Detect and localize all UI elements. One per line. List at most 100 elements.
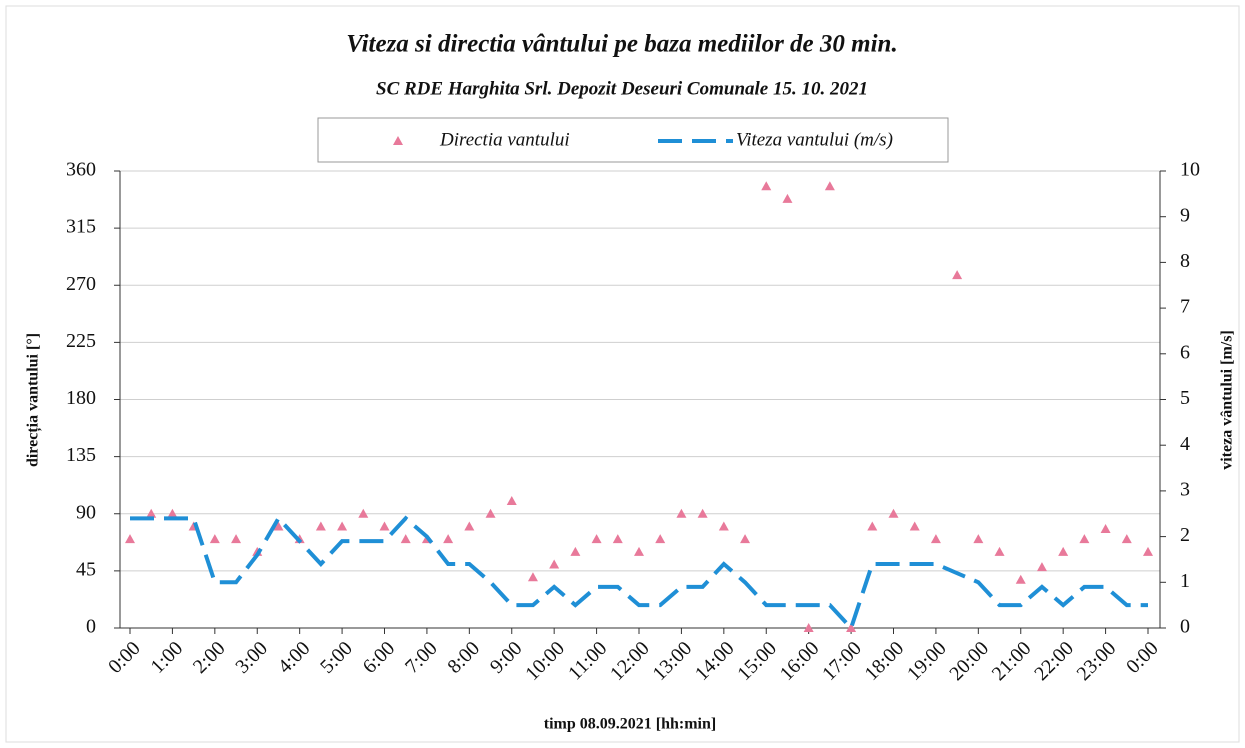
point bbox=[909, 521, 920, 531]
chart-title: Viteza si directia vântului pe baza medi… bbox=[346, 31, 897, 58]
point bbox=[125, 534, 135, 544]
x-tick-label: 15:00 bbox=[733, 637, 781, 685]
y2-tick-label: 9 bbox=[1180, 204, 1190, 226]
y2-tick-label: 6 bbox=[1180, 341, 1190, 363]
x-tick-label: 1:00 bbox=[146, 637, 187, 678]
x-tick-label: 4:00 bbox=[274, 637, 315, 678]
legend-label: Directia vantului bbox=[439, 129, 570, 150]
y-tick-label: 0 bbox=[86, 616, 96, 638]
point bbox=[485, 508, 496, 518]
x-tick-label: 3:00 bbox=[231, 637, 272, 678]
point bbox=[973, 534, 984, 544]
point bbox=[400, 534, 411, 544]
point bbox=[1121, 534, 1132, 544]
point bbox=[146, 508, 157, 518]
point bbox=[888, 508, 899, 518]
y-tick-label: 180 bbox=[66, 387, 96, 409]
point bbox=[209, 534, 220, 544]
point bbox=[803, 623, 814, 632]
x-tick-label: 19:00 bbox=[903, 637, 951, 685]
x-tick-label: 9:00 bbox=[486, 637, 527, 678]
legend bbox=[317, 117, 949, 163]
y-tick-label: 270 bbox=[66, 273, 96, 295]
x-tick-label: 20:00 bbox=[945, 637, 993, 685]
point bbox=[867, 521, 878, 531]
point bbox=[612, 534, 623, 544]
x-tick-label: 0:00 bbox=[104, 637, 145, 678]
y2-axis-label: viteza vântului [m/s] bbox=[1219, 330, 1236, 470]
x-tick-label: 23:00 bbox=[1073, 637, 1121, 685]
x-tick-label: 16:00 bbox=[776, 637, 824, 685]
point bbox=[782, 193, 793, 203]
y-axis-label: direcția vantului [°] bbox=[25, 333, 43, 467]
point bbox=[527, 572, 538, 582]
point bbox=[697, 508, 708, 518]
point bbox=[570, 546, 581, 556]
point bbox=[315, 521, 326, 531]
point bbox=[718, 521, 729, 531]
y2-tick-label: 0 bbox=[1180, 616, 1190, 638]
y2-tick-label: 4 bbox=[1180, 433, 1190, 455]
point bbox=[167, 508, 178, 518]
x-tick-label: 8:00 bbox=[443, 637, 484, 678]
y-tick-label: 45 bbox=[76, 558, 96, 580]
x-axis-label: timp 08.09.2021 [hh:min] bbox=[544, 716, 716, 733]
point bbox=[740, 534, 751, 544]
point bbox=[1100, 523, 1111, 533]
y-tick-label: 90 bbox=[76, 501, 96, 523]
x-tick-label: 21:00 bbox=[988, 637, 1036, 685]
point bbox=[952, 270, 963, 280]
legend-marker bbox=[393, 136, 403, 145]
point bbox=[231, 534, 242, 544]
x-tick-label: 12:00 bbox=[606, 637, 654, 685]
x-tick-label: 22:00 bbox=[1030, 637, 1078, 685]
point bbox=[930, 534, 941, 544]
y2-tick-label: 2 bbox=[1180, 524, 1190, 546]
frame bbox=[5, 5, 1240, 743]
legend-label: Viteza vantului (m/s) bbox=[736, 129, 893, 150]
point bbox=[1143, 546, 1153, 556]
point bbox=[634, 546, 644, 556]
y-tick-label: 225 bbox=[66, 330, 96, 352]
y2-tick-label: 8 bbox=[1180, 250, 1190, 272]
x-tick-label: 17:00 bbox=[818, 637, 866, 685]
point bbox=[549, 559, 560, 569]
x-tick-label: 13:00 bbox=[648, 637, 696, 685]
point bbox=[443, 534, 454, 544]
point bbox=[379, 521, 390, 531]
point bbox=[824, 181, 835, 191]
y2-tick-label: 1 bbox=[1180, 570, 1190, 592]
x-tick-label: 5:00 bbox=[316, 637, 357, 678]
y-tick-label: 360 bbox=[66, 159, 96, 181]
point bbox=[464, 521, 475, 531]
x-tick-label: 7:00 bbox=[401, 637, 442, 678]
point bbox=[1079, 534, 1090, 544]
x-tick-label: 18:00 bbox=[861, 637, 909, 685]
point bbox=[1015, 574, 1026, 584]
x-tick-label: 0:00 bbox=[1122, 637, 1163, 678]
point bbox=[761, 181, 772, 191]
point bbox=[273, 521, 284, 531]
x-tick-label: 10:00 bbox=[521, 637, 569, 685]
x-tick-label: 6:00 bbox=[359, 637, 400, 678]
y2-tick-label: 5 bbox=[1180, 387, 1190, 409]
point bbox=[337, 521, 348, 531]
point bbox=[591, 534, 602, 544]
point bbox=[506, 496, 517, 506]
y-tick-label: 135 bbox=[66, 444, 96, 466]
point bbox=[1058, 546, 1069, 556]
point bbox=[846, 623, 857, 632]
x-tick-label: 14:00 bbox=[691, 637, 739, 685]
point bbox=[655, 534, 666, 544]
point bbox=[1036, 562, 1047, 572]
point bbox=[994, 546, 1005, 556]
chart-subtitle: SC RDE Harghita Srl. Depozit Deseuri Com… bbox=[376, 78, 868, 99]
y2-tick-label: 3 bbox=[1180, 478, 1190, 500]
line bbox=[130, 514, 1148, 632]
x-tick-label: 2:00 bbox=[189, 637, 230, 678]
point bbox=[358, 508, 369, 518]
y2-tick-label: 7 bbox=[1180, 296, 1190, 318]
y-tick-label: 315 bbox=[66, 216, 96, 238]
x-tick-label: 11:00 bbox=[564, 637, 611, 684]
